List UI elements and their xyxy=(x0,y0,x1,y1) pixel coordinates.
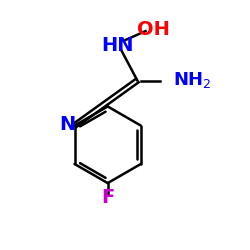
Text: OH: OH xyxy=(137,20,170,39)
Text: F: F xyxy=(101,188,114,208)
Text: HN: HN xyxy=(101,36,134,56)
Text: NH$_2$: NH$_2$ xyxy=(173,70,212,90)
Text: N: N xyxy=(60,115,76,134)
